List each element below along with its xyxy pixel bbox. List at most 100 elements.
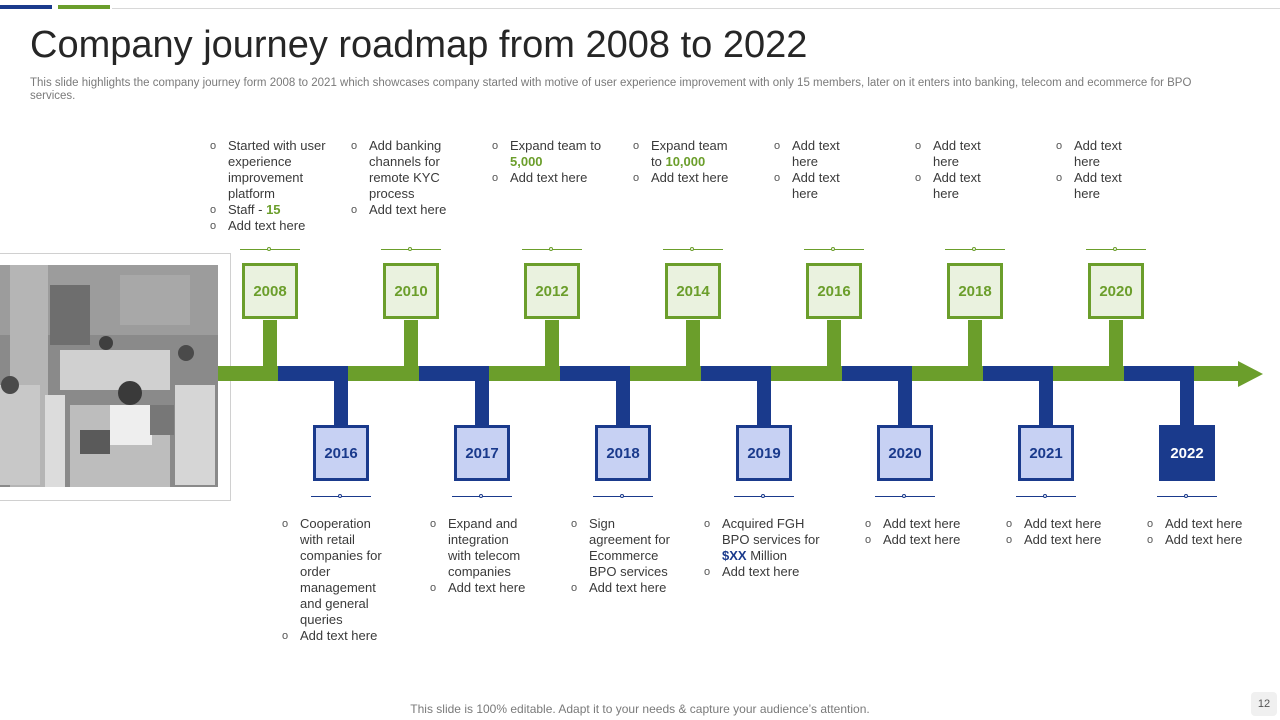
divider-dot (267, 247, 271, 251)
milestone-description: Expand and integration with telecom comp… (430, 516, 534, 596)
milestone-bullet: Add text here (1006, 516, 1114, 532)
milestone-bullet: Add text here (865, 532, 973, 548)
milestone-year-box: 2019 (736, 425, 792, 481)
milestone-bullet: Add text here (210, 218, 348, 234)
milestone-year-box: 2022 (1159, 425, 1215, 481)
milestone-description: Add text hereAdd text here (865, 516, 973, 548)
bullet-text: Add text here (589, 580, 667, 595)
bullet-text: Add text here (369, 202, 447, 217)
milestone-bullet: Expand team to 10,000 (633, 138, 729, 170)
divider-dot (479, 494, 483, 498)
milestone-bullet: Add text here (351, 202, 469, 218)
accent-bar-blue (0, 5, 52, 9)
milestone-bullet: Sign agreement for Ecommerce BPO service… (571, 516, 677, 580)
milestone-year-box: 2008 (242, 263, 298, 319)
milestone-connector (968, 320, 982, 368)
divider-dot (338, 494, 342, 498)
milestone-bullet: Add text here (430, 580, 534, 596)
milestone-divider (240, 247, 300, 251)
milestone-bullet: Expand and integration with telecom comp… (430, 516, 534, 580)
timeline-segment (489, 366, 560, 381)
milestone-divider (1086, 247, 1146, 251)
milestone-description: Add banking channels for remote KYC proc… (351, 138, 469, 218)
milestone-year-box: 2010 (383, 263, 439, 319)
milestone-connector (263, 320, 277, 368)
bullet-text: Add text here (1024, 532, 1102, 547)
bullet-text: Add banking channels for remote KYC proc… (369, 138, 442, 201)
milestone-year-box: 2018 (947, 263, 1003, 319)
timeline-segment (842, 366, 912, 381)
milestone-connector (1180, 378, 1194, 428)
bullet-text: Add text here (792, 170, 840, 201)
footer-note: This slide is 100% editable. Adapt it to… (410, 702, 870, 716)
milestone-connector (898, 378, 912, 428)
milestone-bullet: Staff - 15 (210, 202, 348, 218)
milestone-year-box: 2018 (595, 425, 651, 481)
bullet-text: Add text here (722, 564, 800, 579)
bullet-text: Add text here (651, 170, 729, 185)
bullet-text: Add text here (1165, 532, 1243, 547)
milestone-bullet: Add text here (704, 564, 830, 580)
milestone-bullet: Expand team to 5,000 (492, 138, 628, 170)
milestone-description: Add text hereAdd text here (774, 138, 852, 202)
divider-dot (549, 247, 553, 251)
milestone-divider (1157, 494, 1217, 498)
milestone-year-box: 2021 (1018, 425, 1074, 481)
bullet-text: Acquired FGH BPO services for (722, 516, 820, 547)
timeline-segment (1124, 366, 1194, 381)
bullet-text: Add text here (510, 170, 588, 185)
milestone-bullet: Started with user experience improvement… (210, 138, 348, 202)
divider-dot (761, 494, 765, 498)
bullet-text: Add text here (1074, 170, 1122, 201)
timeline-segment (771, 366, 842, 381)
milestone-bullet: Add text here (915, 170, 993, 202)
milestone-connector (757, 378, 771, 428)
timeline-segment (348, 366, 419, 381)
header-rule (112, 8, 1280, 9)
bullet-text: Add text here (300, 628, 378, 643)
milestone-bullet: Add text here (774, 138, 852, 170)
divider-dot (408, 247, 412, 251)
milestone-connector (545, 320, 559, 368)
milestone-year-box: 2016 (313, 425, 369, 481)
bullet-text: Add text here (883, 532, 961, 547)
slide-subtitle: This slide highlights the company journe… (30, 77, 1192, 102)
slide-title: Company journey roadmap from 2008 to 202… (30, 24, 808, 66)
milestone-description: Expand team to 5,000Add text here (492, 138, 628, 186)
milestone-year-box: 2016 (806, 263, 862, 319)
milestone-bullet: Add text here (1147, 532, 1255, 548)
milestone-bullet: Add text here (865, 516, 973, 532)
milestone-divider (381, 247, 441, 251)
milestone-divider (875, 494, 935, 498)
divider-dot (620, 494, 624, 498)
milestone-description: Expand team to 10,000Add text here (633, 138, 729, 186)
highlight-value: 5,000 (510, 154, 543, 169)
milestone-divider (522, 247, 582, 251)
milestone-description: Acquired FGH BPO services for $XX Millio… (704, 516, 830, 580)
bullet-text: Cooperation with retail companies for or… (300, 516, 382, 627)
milestone-divider (452, 494, 512, 498)
milestone-divider (734, 494, 794, 498)
milestone-year-box: 2020 (1088, 263, 1144, 319)
bullet-text: Add text here (1165, 516, 1243, 531)
accent-bar-green (58, 5, 110, 9)
milestone-divider (1016, 494, 1076, 498)
divider-dot (831, 247, 835, 251)
timeline-segment (278, 366, 348, 381)
milestone-bullet: Add text here (282, 628, 382, 644)
milestone-connector (1109, 320, 1123, 368)
milestone-bullet: Add text here (1006, 532, 1114, 548)
milestone-description: Add text hereAdd text here (1056, 138, 1134, 202)
milestone-connector (404, 320, 418, 368)
bullet-text: Add text here (228, 218, 306, 233)
timeline-arrow-head (1238, 361, 1263, 387)
bullet-text: Expand team to (651, 138, 728, 169)
highlight-value: 10,000 (665, 154, 706, 169)
milestone-bullet: Add text here (492, 170, 628, 186)
milestone-divider (804, 247, 864, 251)
bullet-text: Million (746, 548, 788, 563)
milestone-description: Cooperation with retail companies for or… (282, 516, 382, 644)
milestone-divider (311, 494, 371, 498)
milestone-connector (1039, 378, 1053, 428)
timeline-segment (1053, 366, 1124, 381)
